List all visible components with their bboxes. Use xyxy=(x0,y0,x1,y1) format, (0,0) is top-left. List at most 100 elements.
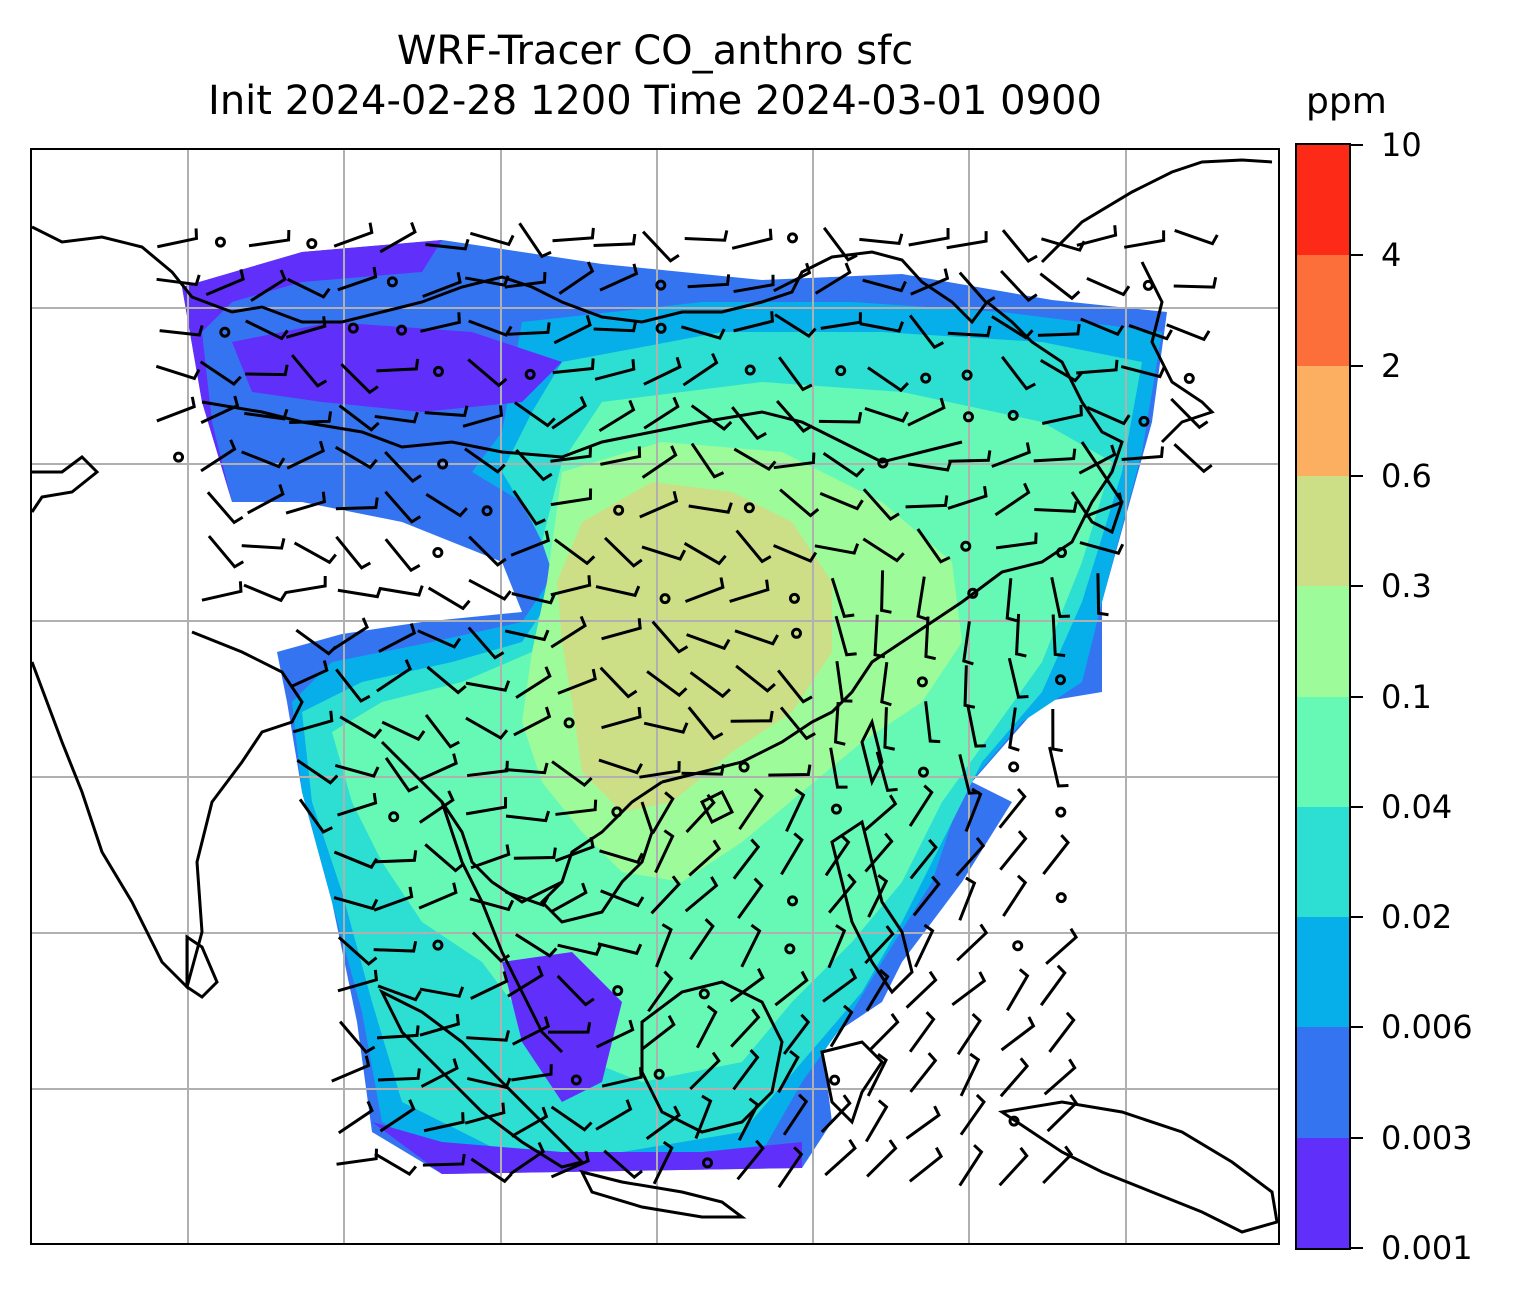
wind-barb xyxy=(426,665,467,695)
wind-barb xyxy=(650,875,681,915)
wind-barb xyxy=(824,834,851,877)
border-central-asia xyxy=(32,225,989,325)
wind-barb xyxy=(555,799,598,816)
wind-barb xyxy=(963,665,976,709)
wind-barb xyxy=(464,1102,506,1125)
wind-barb xyxy=(782,1093,809,1136)
wind-barb xyxy=(998,788,1027,829)
wind-barb xyxy=(378,1068,421,1082)
wind-barb xyxy=(866,1053,888,1097)
coastline-malay-peninsula xyxy=(440,801,564,1054)
wind-barb xyxy=(864,1099,889,1143)
wind-barb xyxy=(337,792,378,817)
wind-barb xyxy=(510,530,551,557)
wind-barb xyxy=(550,575,592,597)
wind-barb xyxy=(422,272,462,298)
wind-barb xyxy=(470,1157,513,1184)
wind-barb xyxy=(1005,578,1018,623)
wind-barb xyxy=(1076,359,1119,375)
wind-barb xyxy=(470,844,511,870)
wind-barb xyxy=(730,710,774,723)
colorbar-tick-label: 10 xyxy=(1381,126,1422,164)
wind-barb xyxy=(595,585,641,598)
wind-barb xyxy=(773,452,816,470)
wind-barb xyxy=(419,753,458,782)
calm-wind-circle xyxy=(960,540,972,552)
wind-barb xyxy=(651,620,689,654)
colorbar-tick xyxy=(1351,695,1363,698)
wind-barb xyxy=(462,405,504,428)
wind-barb xyxy=(641,1015,676,1051)
wind-barb xyxy=(639,761,681,779)
wind-barb xyxy=(550,882,588,914)
wind-barb xyxy=(828,873,857,914)
wind-barb xyxy=(1048,746,1069,788)
wind-barb xyxy=(1041,404,1083,425)
wind-barb xyxy=(376,659,413,693)
wind-barb xyxy=(690,404,733,431)
wind-barb xyxy=(601,706,642,730)
colorbar-tick xyxy=(1351,1136,1363,1139)
coastline-taiwan xyxy=(860,717,884,787)
wind-barb xyxy=(557,668,597,695)
wind-barb xyxy=(337,266,378,292)
field-low-edge-south xyxy=(372,1122,802,1174)
wind-barb xyxy=(818,411,863,424)
map-panel xyxy=(30,148,1280,1245)
wind-barb xyxy=(689,671,731,699)
wind-barb xyxy=(643,721,689,734)
wind-barb xyxy=(337,586,383,599)
wind-barb xyxy=(773,262,812,293)
wind-barb xyxy=(420,1058,459,1088)
wind-barb xyxy=(641,445,678,479)
calm-wind-circle xyxy=(396,324,408,336)
wind-barb xyxy=(651,791,675,835)
calm-wind-circle xyxy=(788,592,800,604)
wind-barb xyxy=(598,399,636,433)
wind-barb xyxy=(862,537,905,563)
wind-barb xyxy=(880,570,892,614)
wind-barb xyxy=(598,758,643,775)
wind-barb xyxy=(814,543,860,555)
wind-barb xyxy=(1000,1016,1036,1052)
wind-barb xyxy=(914,923,935,968)
colorbar-tick xyxy=(1351,1026,1363,1029)
wind-barb xyxy=(827,924,847,969)
calm-wind-circle xyxy=(702,1157,714,1169)
title-line-times: Init 2024-02-28 1200 Time 2024-03-01 090… xyxy=(208,78,1102,124)
colorbar-tick xyxy=(1351,585,1363,588)
wind-barb xyxy=(822,968,858,1003)
wind-barb xyxy=(1045,927,1079,965)
wind-barb xyxy=(558,261,595,295)
coastline-northeast xyxy=(1040,158,1273,264)
coastline-philippines xyxy=(830,819,914,995)
calm-wind-circle xyxy=(830,803,842,815)
wind-barb xyxy=(835,661,853,703)
colorbar-band xyxy=(1297,806,1349,918)
wind-barb xyxy=(873,614,886,659)
calm-wind-circle xyxy=(432,365,444,377)
wind-barb xyxy=(550,615,587,649)
wind-barb xyxy=(201,581,243,602)
calm-wind-circle xyxy=(1055,892,1067,904)
title-line-product: WRF-Tracer CO_anthro sfc xyxy=(396,28,914,74)
wind-barb xyxy=(1079,541,1125,556)
colorbar-tick-label: 0.02 xyxy=(1381,898,1453,937)
calm-wind-circle xyxy=(1138,415,1150,427)
calm-wind-circle xyxy=(432,547,444,559)
calm-wind-circle xyxy=(1056,547,1068,559)
wind-barb xyxy=(377,1025,420,1040)
colorbar-band xyxy=(1297,696,1349,807)
wind-barb xyxy=(958,876,977,921)
wind-barb xyxy=(331,1055,371,1083)
colorbar-band xyxy=(1297,586,1349,697)
wind-barb xyxy=(729,579,770,603)
calm-wind-circle xyxy=(835,365,847,377)
wind-barb xyxy=(420,312,461,333)
wind-barb xyxy=(207,535,245,569)
wind-barb xyxy=(824,1138,857,1177)
coastline-india xyxy=(32,630,304,990)
wind-barb xyxy=(737,1097,760,1141)
wind-barb xyxy=(1000,269,1038,303)
wind-barb xyxy=(912,875,941,917)
